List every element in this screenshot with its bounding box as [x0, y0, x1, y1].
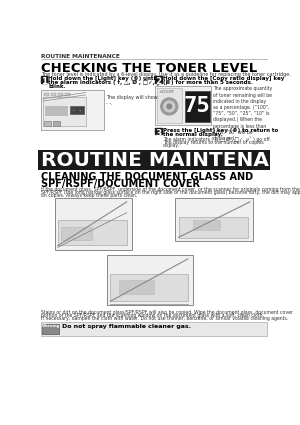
Bar [51, 93, 56, 96]
Text: The display returns to the number of copies: The display returns to the number of cop… [163, 139, 264, 144]
Text: The approximate quantity
of toner remaining will be
indicated in the display
as : The approximate quantity of toner remain… [213, 86, 272, 141]
Text: If the document glass, SPF/RSPF, underside of the document cover, or the scanner: If the document glass, SPF/RSPF, undersi… [40, 187, 299, 192]
Text: Hold down the [Copy ratio display] key: Hold down the [Copy ratio display] key [163, 76, 284, 82]
Text: display.: display. [163, 143, 180, 147]
Text: Hold down the [Light] key (©) until: Hold down the [Light] key (©) until [48, 76, 158, 82]
Bar [53, 121, 60, 127]
Bar [155, 86, 211, 125]
Text: CHECKING THE TONER LEVEL: CHECKING THE TONER LEVEL [40, 62, 257, 75]
Bar [176, 198, 253, 241]
Bar [107, 255, 193, 305]
Text: If necessary, dampen the cloth with water. Do not use thinner, benzene, or simil: If necessary, dampen the cloth with wate… [40, 316, 288, 321]
Bar [44, 121, 51, 127]
Text: Do not spray flammable cleaner gas.: Do not spray flammable cleaner gas. [61, 324, 191, 329]
Bar [58, 221, 128, 245]
Bar [61, 227, 92, 241]
Bar [185, 91, 210, 122]
Bar [58, 93, 63, 96]
Bar [55, 198, 132, 250]
Text: 3: 3 [155, 129, 161, 138]
Bar [157, 88, 182, 123]
Bar [110, 274, 188, 301]
Bar [45, 113, 67, 115]
Text: +ZOOM: +ZOOM [158, 90, 174, 94]
Text: (©) for more than 5 seconds.: (©) for more than 5 seconds. [163, 80, 253, 85]
Circle shape [161, 98, 178, 115]
Bar [42, 323, 59, 334]
Text: the alarm indicators ( †, △, Ø , □✓, ℘˅ ): the alarm indicators ( †, △, Ø , □✓, ℘˅ … [48, 80, 168, 86]
Bar [70, 106, 84, 114]
Text: The alarm indicators ( †, △, Ø , □✓, ℘˅ ) go off.: The alarm indicators ( †, △, Ø , □✓, ℘˅ … [163, 136, 271, 142]
Bar [178, 217, 248, 238]
Text: SPF/RSPF/DOCUMENT COVER: SPF/RSPF/DOCUMENT COVER [40, 179, 200, 189]
Bar [45, 106, 67, 109]
Text: The display will show
- -.: The display will show - -. [106, 95, 158, 106]
Bar [40, 90, 104, 130]
Text: 75: 75 [184, 96, 211, 116]
Bar [40, 76, 47, 82]
Text: Stains or dirt on the document glass/SPF/RSPF will also be copied. Wipe the docu: Stains or dirt on the document glass/SPF… [40, 310, 292, 315]
Text: ROUTINE MAINTENANCE: ROUTINE MAINTENANCE [40, 151, 300, 170]
Bar [44, 93, 49, 96]
Bar [155, 128, 161, 134]
Text: Press the [Light] key (©) to return to: Press the [Light] key (©) to return to [163, 128, 278, 133]
Bar [45, 110, 67, 112]
Bar [64, 93, 70, 96]
Text: blink.: blink. [48, 84, 66, 89]
Text: 2: 2 [155, 77, 161, 86]
Text: Warning: Warning [41, 324, 60, 329]
Text: CLEANING THE DOCUMENT GLASS AND: CLEANING THE DOCUMENT GLASS AND [40, 172, 253, 182]
Bar [193, 221, 220, 230]
Text: - -: - - [72, 108, 82, 113]
Bar [155, 76, 161, 82]
Circle shape [164, 101, 175, 112]
Bar [38, 150, 270, 170]
Text: 1: 1 [40, 77, 47, 86]
Bar [119, 280, 154, 295]
Text: The toner level is indicated by a 6-level display. Use it as a guideline for rep: The toner level is indicated by a 6-leve… [40, 72, 290, 77]
Text: SPF/RSPF (the long narrow glass surface on the right side of the document glass): SPF/RSPF (the long narrow glass surface … [40, 190, 300, 196]
Text: ROUTINE MAINTENANCE: ROUTINE MAINTENANCE [40, 54, 119, 59]
Text: on copies. Always keep these parts clean.: on copies. Always keep these parts clean… [40, 193, 137, 198]
Circle shape [167, 104, 172, 109]
Bar [40, 322, 267, 336]
Text: the normal display.: the normal display. [163, 132, 223, 137]
Text: portion of the SPF/RSPF and the scanning window on the document glass with a sof: portion of the SPF/RSPF and the scanning… [40, 313, 264, 318]
Bar [43, 97, 86, 127]
